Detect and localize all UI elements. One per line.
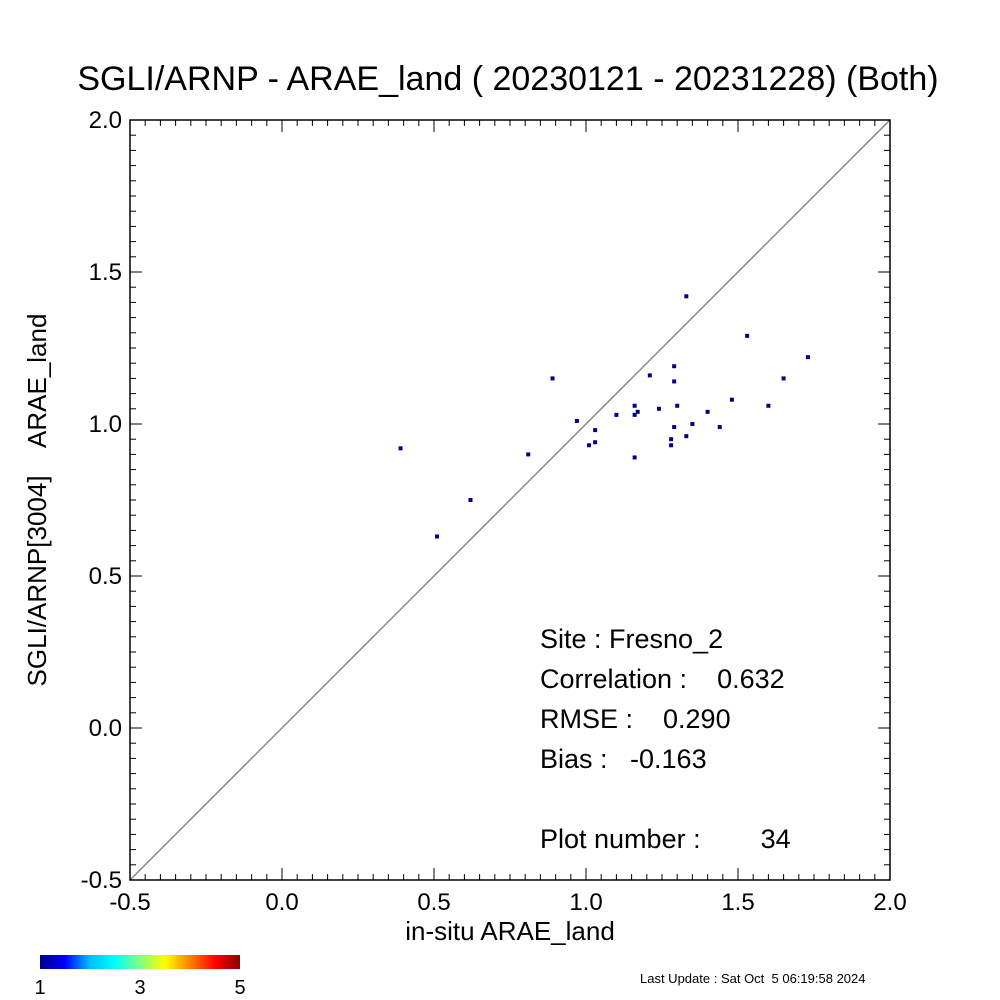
scatter-point (672, 364, 677, 369)
colorbar: 1 3 5 (34, 955, 246, 999)
y-axis-label: SGLI/ARNP[3004] ARAE_land (22, 314, 52, 687)
scatter-point (672, 425, 677, 430)
scatter-point (435, 534, 440, 539)
axis-ticks (129, 119, 891, 881)
scatter-point (593, 440, 598, 445)
stat-bias: Bias : -0.163 (540, 744, 707, 774)
colorbar-label-min: 1 (34, 977, 45, 999)
colorbar-label-max: 5 (234, 977, 245, 999)
scatter-point (593, 428, 598, 433)
stat-correlation: Correlation : 0.632 (540, 664, 785, 694)
scatter-point (745, 333, 750, 338)
chart-title: SGLI/ARNP - ARAE_land ( 20230121 - 20231… (77, 60, 938, 98)
scatter-point (684, 434, 689, 439)
scatter-point (781, 376, 786, 381)
scatter-point (766, 403, 771, 408)
scatter-point (684, 294, 689, 299)
scatter-point (635, 409, 640, 414)
scatter-point (675, 403, 680, 408)
scatter-point (656, 406, 661, 411)
y-tick-label: 0.5 (89, 563, 122, 590)
scatter-point (468, 498, 473, 502)
y-tick-label: 1.5 (89, 259, 122, 286)
x-tick-label: 0.5 (417, 889, 450, 916)
x-axis-label: in-situ ARAE_land (405, 916, 615, 946)
stat-plot-number: Plot number : 34 (540, 824, 791, 854)
scatter-point (690, 422, 695, 426)
scatter-point (550, 376, 555, 381)
y-tick-label: 1.0 (89, 411, 122, 438)
x-tick-label: 0.0 (265, 889, 298, 916)
scatter-point (398, 446, 403, 451)
last-update-text: Last Update : Sat Oct 5 06:19:58 2024 (640, 971, 866, 986)
plot-frame (129, 119, 891, 881)
y-tick-label: 2.0 (89, 107, 122, 134)
scatter-point (805, 355, 810, 360)
stat-site: Site : Fresno_2 (540, 624, 723, 654)
scatter-point (614, 412, 619, 417)
scatter-point (672, 379, 677, 384)
scatter-point (729, 397, 734, 402)
scatter-point (717, 425, 722, 430)
scatter-point (647, 373, 652, 378)
y-tick-label: 0.0 (89, 715, 122, 742)
x-tick-label: 2.0 (873, 889, 906, 916)
scatter-point (587, 443, 592, 448)
scatter-point (705, 409, 710, 414)
scatter-point (669, 437, 674, 442)
scatter-point (632, 412, 637, 417)
scatter-point (669, 443, 674, 448)
colorbar-bar (40, 955, 240, 969)
colorbar-label-mid: 3 (134, 977, 145, 999)
scatter-point (632, 455, 637, 460)
x-tick-label: 1.5 (721, 889, 754, 916)
stats-box: Site : Fresno_2 Correlation : 0.632 RMSE… (540, 624, 791, 854)
x-tick-label: 1.0 (569, 889, 602, 916)
stat-rmse: RMSE : 0.290 (540, 704, 731, 734)
x-tick-label: -0.5 (109, 889, 150, 916)
scatter-point (574, 418, 579, 423)
data-points (398, 294, 810, 539)
one-to-one-line (129, 119, 891, 881)
scatter-point (632, 403, 637, 408)
y-tick-label: -0.5 (81, 867, 122, 894)
scatter-point (526, 452, 531, 457)
tick-labels: -0.5 0.0 0.5 1.0 1.5 2.0 -0.5 0.0 0.5 1.0 1.5 2.0 (81, 107, 907, 916)
